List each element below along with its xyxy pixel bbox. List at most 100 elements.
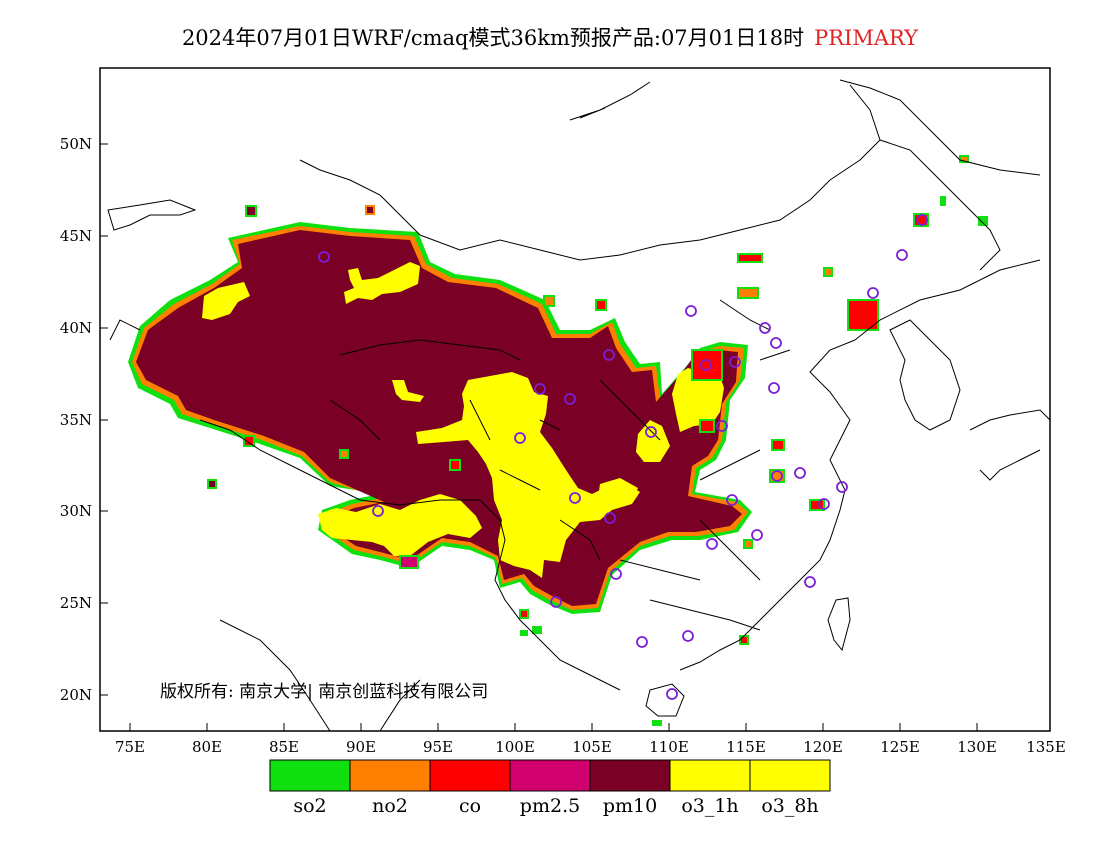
station-marker [564, 393, 576, 405]
lat-label-45n: 45N [60, 227, 92, 245]
map-title: 2024年07月01日WRF/cmaq模式36km预报产品:07月01日18时 P… [0, 22, 1100, 52]
lon-label-100e: 100E [495, 738, 535, 756]
lon-label-85e: 85E [269, 738, 299, 756]
hotspot [519, 609, 529, 619]
o3-region-sichuan [598, 478, 638, 508]
lon-label-95e: 95E [423, 738, 453, 756]
station-marker [770, 337, 782, 349]
hotspot [595, 299, 607, 311]
station-marker [569, 492, 581, 504]
legend-label-o3-1h: o3_1h [681, 795, 738, 817]
legend-swatch-so2 [269, 759, 351, 792]
lon-label-130e: 130E [957, 738, 997, 756]
legend-swatch-pm25 [509, 759, 591, 792]
o3-region-xinjiang-east [344, 262, 420, 304]
o3-region-qinghai [392, 380, 424, 402]
station-marker [804, 576, 816, 588]
lon-label-80e: 80E [192, 738, 222, 756]
hainan-outline [645, 683, 685, 717]
o3-field [202, 262, 724, 578]
station-marker [514, 432, 526, 444]
northeast-border [879, 139, 1001, 271]
sw-border [359, 499, 621, 691]
hotspot [771, 439, 785, 451]
hotspot [532, 626, 542, 634]
legend-swatch-o3-8h [749, 759, 831, 792]
legend: so2 no2 co pm2.5 pm10 o3_1h o3_8h [269, 759, 831, 817]
station-marker [682, 630, 694, 642]
japan-outline [969, 409, 1050, 481]
legend-label-co: co [459, 795, 481, 817]
station-marker [768, 382, 780, 394]
legend-label-pm10: pm10 [603, 795, 657, 817]
lat-axis: 50N 45N 40N 35N 30N 25N 20N [60, 135, 108, 704]
lon-label-90e: 90E [346, 738, 376, 756]
legend-label-so2: so2 [293, 795, 326, 817]
station-marker [645, 426, 657, 438]
station-marker [751, 529, 763, 541]
hotspot [691, 349, 723, 381]
lon-label-110e: 110E [649, 738, 689, 756]
station-marker [706, 538, 718, 550]
station-marker [916, 214, 928, 226]
station-marker [610, 568, 622, 580]
legend-swatch-pm10 [589, 759, 671, 792]
lat-label-35n: 35N [60, 411, 92, 429]
hotspot [940, 196, 946, 206]
station-marker [867, 287, 879, 299]
hotspot [652, 720, 662, 726]
station-marker [604, 512, 616, 524]
lon-label-115e: 115E [726, 738, 766, 756]
station-marker [759, 322, 771, 334]
legend-swatch-o3-1h [669, 759, 751, 792]
station-marker [729, 356, 741, 368]
hotspot [543, 295, 555, 307]
hotspot [520, 630, 528, 636]
station-marker [603, 349, 615, 361]
station-marker [836, 481, 848, 493]
stations [318, 214, 928, 700]
station-marker [372, 505, 384, 517]
mongolia-border [419, 84, 881, 261]
station-marker [534, 383, 546, 395]
o3-region-shaanxi [636, 420, 670, 462]
lat-label-25n: 25N [60, 594, 92, 612]
lon-label-75e: 75E [115, 738, 145, 756]
lon-label-135e: 135E [1026, 738, 1066, 756]
station-marker [771, 470, 783, 482]
hotspot [699, 419, 715, 433]
legend-label-no2: no2 [372, 795, 408, 817]
hotspot [739, 635, 749, 645]
legend-label-o3-8h: o3_8h [761, 795, 818, 817]
legend-label-pm25: pm2.5 [520, 795, 580, 817]
hotspot [823, 267, 833, 277]
lat-label-30n: 30N [60, 502, 92, 520]
india-coast [219, 619, 421, 731]
station-marker [666, 688, 678, 700]
hotspot [959, 155, 969, 163]
copyright-text: 版权所有: 南京大学| 南京创蓝科技有限公司 [160, 682, 488, 702]
lon-label-120e: 120E [803, 738, 843, 756]
lon-label-105e: 105E [572, 738, 612, 756]
station-marker [726, 494, 738, 506]
lat-label-20n: 20N [60, 686, 92, 704]
hotspot [245, 205, 257, 217]
station-marker [716, 420, 728, 432]
title-tag: PRIMARY [814, 26, 919, 50]
station-marker [896, 249, 908, 261]
lon-axis: 75E 80E 85E 90E 95E 100E 105E 110E 115E … [115, 723, 1066, 756]
station-marker [818, 498, 830, 510]
legend-swatch-no2 [349, 759, 431, 792]
title-text: 2024年07月01日WRF/cmaq模式36km预报产品:07月01日18时 [181, 26, 805, 50]
station-marker [685, 305, 697, 317]
hotspot [399, 555, 419, 569]
station-marker [636, 636, 648, 648]
o3-region-north [672, 368, 724, 432]
taiwan-outline [827, 597, 851, 652]
station-marker [318, 251, 330, 263]
o3-region-central [416, 372, 640, 578]
korea-outline [889, 319, 961, 431]
hotspot [339, 449, 349, 459]
coastline-east [679, 339, 856, 671]
station-marker [794, 467, 806, 479]
